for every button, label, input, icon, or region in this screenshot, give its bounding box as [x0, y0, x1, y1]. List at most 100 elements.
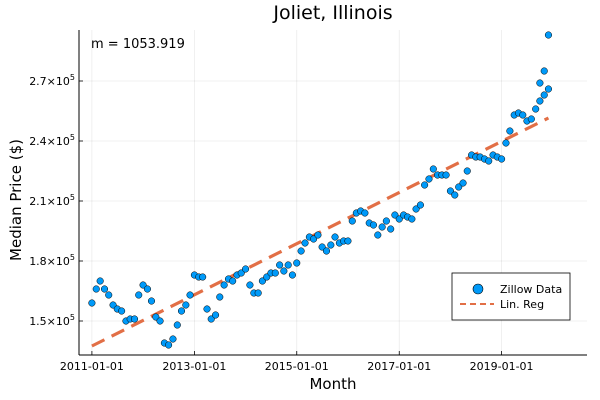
data-point [100, 285, 109, 293]
y-tick-label: 2.7×105 [29, 73, 75, 88]
x-tick-label: 2017-01-01 [367, 360, 431, 373]
legend-marker-zillow-data [472, 283, 484, 295]
data-point [88, 299, 96, 307]
data-point [463, 167, 471, 175]
x-tick-label: 2011-01-01 [60, 360, 124, 373]
legend-label-zillow-data: Zillow Data [500, 283, 562, 296]
data-point [96, 277, 104, 285]
data-point [173, 321, 181, 329]
data-point [207, 315, 215, 323]
data-point [387, 225, 395, 233]
data-point [408, 215, 416, 223]
data-point [519, 111, 527, 119]
data-point [421, 181, 429, 189]
data-point [395, 215, 403, 223]
data-point [280, 267, 288, 275]
data-point [348, 217, 356, 225]
data-point [310, 235, 318, 243]
legend-label-lin-reg: Lin. Reg [500, 298, 544, 311]
x-tick-label: 2019-01-01 [470, 360, 534, 373]
y-tick-label: 1.5×105 [29, 313, 75, 328]
data-point [288, 271, 296, 279]
x-axis-title: Month [309, 375, 356, 393]
data-point [361, 209, 369, 217]
data-point [544, 31, 552, 39]
data-point [498, 155, 506, 163]
data-point [130, 315, 139, 323]
data-point [412, 205, 420, 213]
data-point [182, 301, 190, 309]
data-point [331, 233, 339, 241]
data-point [92, 285, 100, 293]
data-point [532, 105, 540, 113]
data-point [540, 67, 548, 75]
data-point [327, 241, 335, 249]
data-point [147, 297, 156, 305]
data-point [177, 307, 186, 315]
data-point [237, 269, 245, 277]
axes [78, 30, 587, 356]
data-point [220, 281, 228, 289]
y-tick-label: 2.4×105 [29, 133, 75, 148]
data-point [156, 317, 164, 325]
data-point [271, 269, 279, 277]
grid [79, 30, 587, 355]
data-point [246, 281, 254, 289]
data-point [118, 307, 126, 315]
data-point [536, 79, 544, 87]
data-point [165, 341, 173, 349]
data-point [506, 127, 514, 135]
data-point [485, 157, 493, 165]
tick-labels: 2011-01-01 2013-01-01 2015-01-01 2017-01-01… [29, 73, 533, 373]
data-point [216, 293, 224, 301]
data-point [455, 183, 463, 191]
data-point [203, 305, 211, 313]
data-point [544, 85, 552, 93]
data-point [314, 231, 322, 239]
data-point [344, 237, 352, 245]
data-point [297, 247, 305, 255]
data-point [382, 217, 390, 225]
x-tick-label: 2015-01-01 [265, 360, 329, 373]
y-axis-title: Median Price ($) [7, 139, 25, 261]
scatter-points [88, 31, 552, 349]
data-point [442, 171, 450, 179]
chart-title: Joliet, Illinois [272, 2, 392, 24]
data-point [169, 335, 177, 343]
data-point [451, 191, 459, 199]
data-point [502, 139, 510, 147]
data-point [540, 91, 548, 99]
data-point [374, 231, 382, 239]
data-point [391, 211, 399, 219]
data-point [425, 175, 433, 183]
data-point [378, 223, 386, 231]
data-point [429, 165, 437, 173]
data-point [276, 261, 284, 269]
y-tick-label: 1.8×105 [29, 253, 75, 268]
data-point [459, 179, 467, 187]
data-point [527, 115, 535, 123]
data-point [318, 243, 326, 251]
data-point [186, 291, 194, 299]
data-point [416, 201, 424, 209]
data-point [536, 97, 544, 105]
data-point [143, 285, 151, 293]
legend-box [451, 272, 571, 321]
x-tick-label: 2013-01-01 [162, 360, 226, 373]
data-point [301, 239, 309, 247]
data-point [293, 259, 301, 267]
data-point [446, 187, 454, 195]
data-point [254, 289, 262, 297]
y-tick-label: 2.1×105 [29, 193, 75, 208]
data-point [135, 291, 143, 299]
data-point [258, 277, 266, 285]
data-point [105, 291, 113, 299]
data-point [139, 281, 147, 289]
data-point [322, 247, 331, 255]
data-point [242, 265, 250, 273]
data-point [284, 261, 292, 269]
slope-annotation: m = 1053.919 [91, 37, 185, 52]
legend: Zillow Data Lin. Reg [451, 272, 571, 321]
data-point [199, 273, 207, 281]
